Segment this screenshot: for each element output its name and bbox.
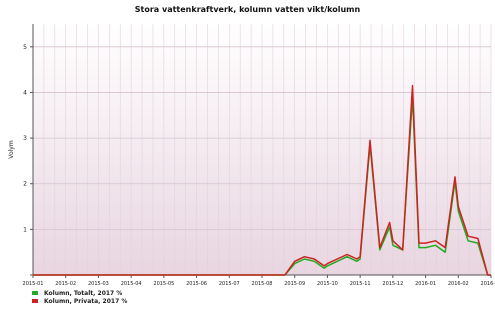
y-axis-label: Volym	[8, 140, 15, 159]
x-tick-label: 2016-03	[481, 281, 495, 287]
legend-item: Kolumn, Totalt, 2017 %	[32, 289, 127, 297]
y-tick-label: 5	[23, 44, 27, 51]
y-tick-label: 4	[23, 89, 27, 96]
x-tick-label: 2015-12	[382, 281, 403, 287]
legend-swatch	[32, 299, 38, 303]
x-tick-label: 2015-07	[219, 281, 240, 287]
y-tick-label: 1	[23, 226, 27, 233]
x-tick-label: 2015-02	[55, 281, 76, 287]
x-tick-label: 2015-11	[350, 281, 371, 287]
x-tick-label: 2015-03	[88, 281, 109, 287]
x-tick-label: 2015-08	[252, 281, 273, 287]
chart-title: Stora vattenkraftverk, kolumn vatten vik…	[134, 5, 361, 14]
series-line-2	[33, 84, 491, 276]
legend-label: Kolumn, Privata, 2017 %	[44, 297, 128, 305]
legend-label: Kolumn, Totalt, 2017 %	[44, 289, 123, 297]
legend-swatch	[32, 291, 38, 295]
x-tick-label: 2015-04	[121, 281, 142, 287]
legend-item: Kolumn, Privata, 2017 %	[32, 297, 127, 305]
x-tick-label: 2015-06	[186, 281, 207, 287]
x-tick-label: 2015-10	[317, 281, 338, 287]
x-tick-label: 2015-09	[284, 281, 305, 287]
x-tick-label: 2016-02	[448, 281, 469, 287]
x-tick-label: 2016-01	[415, 281, 436, 287]
x-tick-label: 2015-05	[153, 281, 174, 287]
y-tick-label: 2	[23, 181, 27, 188]
y-tick-label: 3	[23, 135, 27, 142]
legend: Kolumn, Totalt, 2017 % Kolumn, Privata, 2…	[32, 289, 127, 305]
x-tick-label: 2015-01	[23, 281, 44, 287]
